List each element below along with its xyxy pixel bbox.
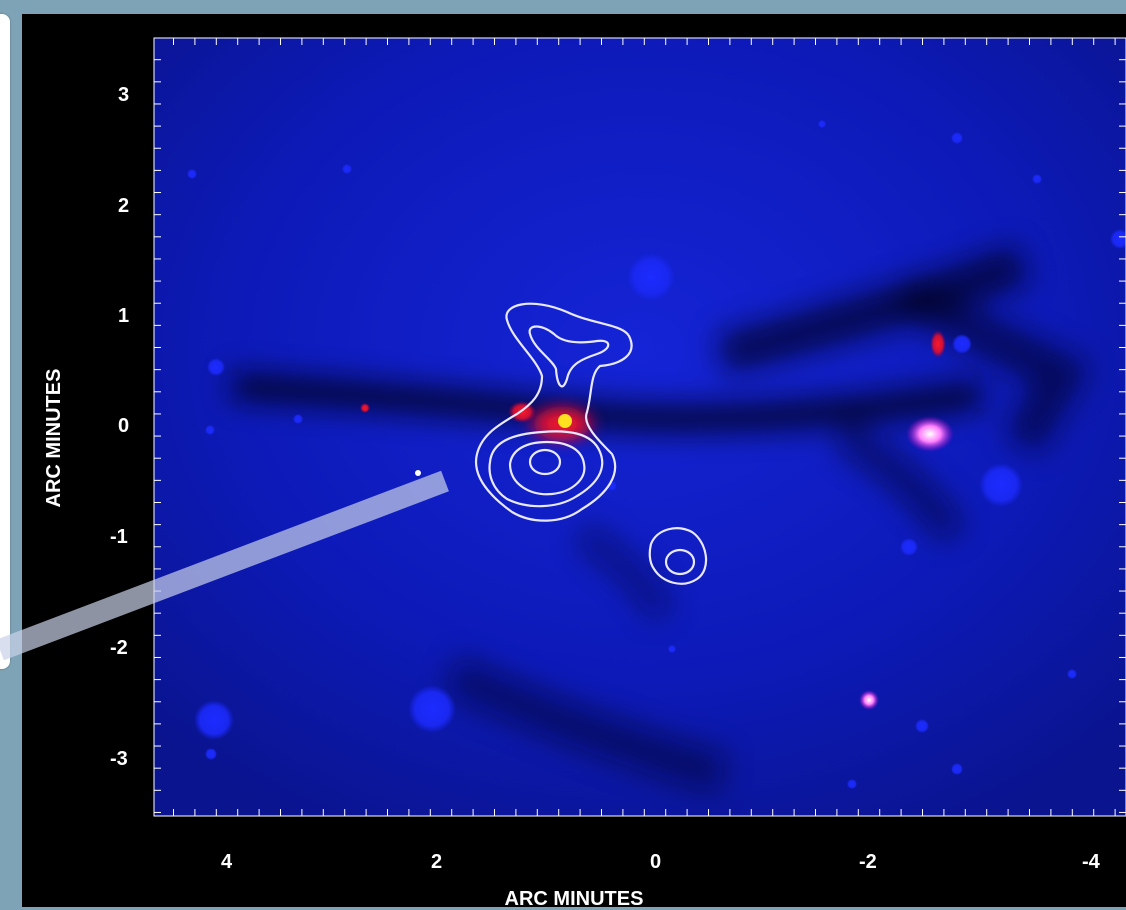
y-tick-label: 3 xyxy=(118,84,130,106)
plot-frame xyxy=(153,37,1126,817)
y-tick-label: -3 xyxy=(110,748,128,770)
x-tick-label: 2 xyxy=(431,851,443,873)
blue-stars xyxy=(187,120,1126,789)
radio-contours xyxy=(474,302,708,585)
image-frame: 3 2 1 0 -1 -2 -3 4 2 0 -2 -4 ARC MINUTES… xyxy=(22,14,1126,910)
astronomical-image xyxy=(153,37,1126,817)
x-tick-label: 0 xyxy=(650,851,662,873)
y-tick-label: 1 xyxy=(118,305,130,327)
y-axis-label: ARC MINUTES xyxy=(43,368,65,508)
side-panel xyxy=(0,14,10,669)
x-axis-label: ARC MINUTES xyxy=(504,888,644,910)
y-tick-label: 2 xyxy=(118,195,130,217)
bright-stars xyxy=(415,416,954,710)
y-tick-label: 0 xyxy=(118,415,130,437)
x-tick-label: 4 xyxy=(221,851,233,873)
x-tick-label: -2 xyxy=(859,851,877,873)
x-tick-label: -4 xyxy=(1082,851,1100,873)
y-tick-label: -1 xyxy=(110,526,128,548)
tick-marks xyxy=(154,38,1126,816)
y-tick-label: -2 xyxy=(110,637,128,659)
